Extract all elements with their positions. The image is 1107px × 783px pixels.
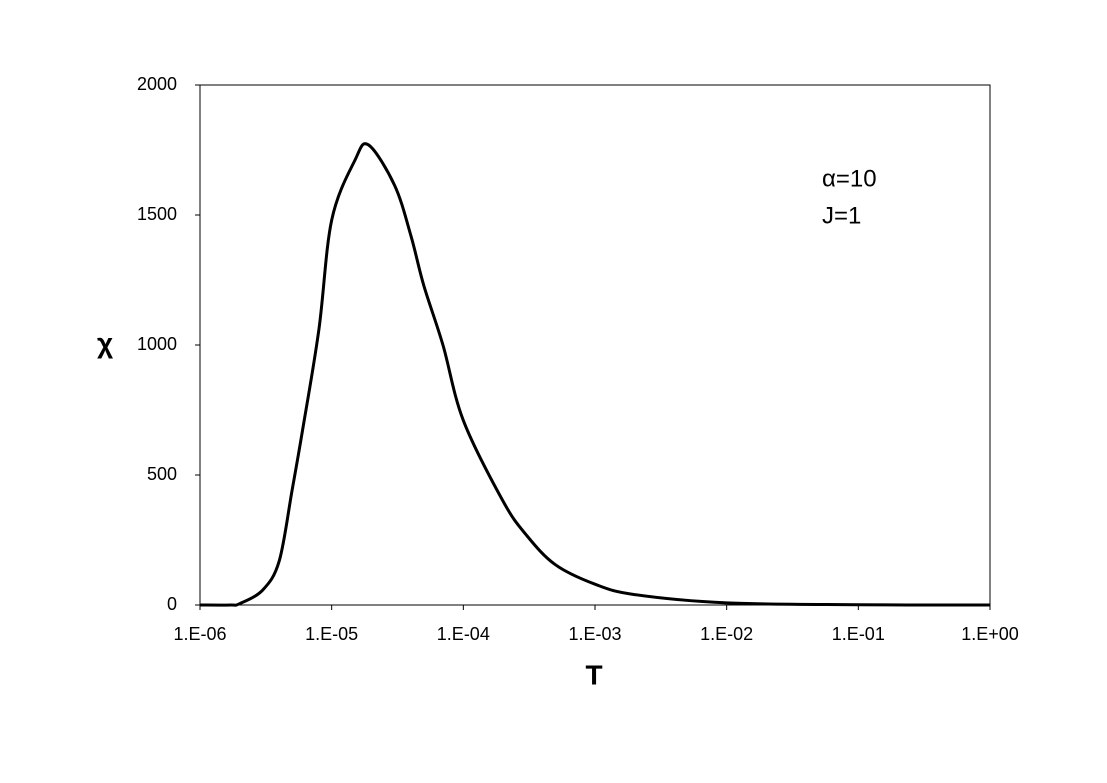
- y-tick-label: 1000: [137, 334, 177, 354]
- y-tick-label: 2000: [137, 74, 177, 94]
- annotation: α=10: [822, 165, 877, 192]
- x-tick-label: 1.E-04: [437, 624, 490, 644]
- x-tick-label: 1.E-02: [700, 624, 753, 644]
- x-tick-label: 1.E-03: [568, 624, 621, 644]
- data-line: [199, 142, 991, 607]
- y-tick-label: 1500: [137, 204, 177, 224]
- x-axis-title: T: [585, 659, 602, 690]
- plot-frame: [199, 84, 991, 606]
- x-tick-label: 1.E+00: [961, 624, 1019, 644]
- y-axis-title: χ: [97, 327, 113, 358]
- x-tick-label: 1.E-06: [173, 624, 226, 644]
- y-tick-label: 0: [167, 594, 177, 614]
- x-tick-label: 1.E-05: [305, 624, 358, 644]
- y-tick-label: 500: [147, 464, 177, 484]
- x-tick-label: 1.E-01: [832, 624, 885, 644]
- annotation: J=1: [822, 202, 861, 229]
